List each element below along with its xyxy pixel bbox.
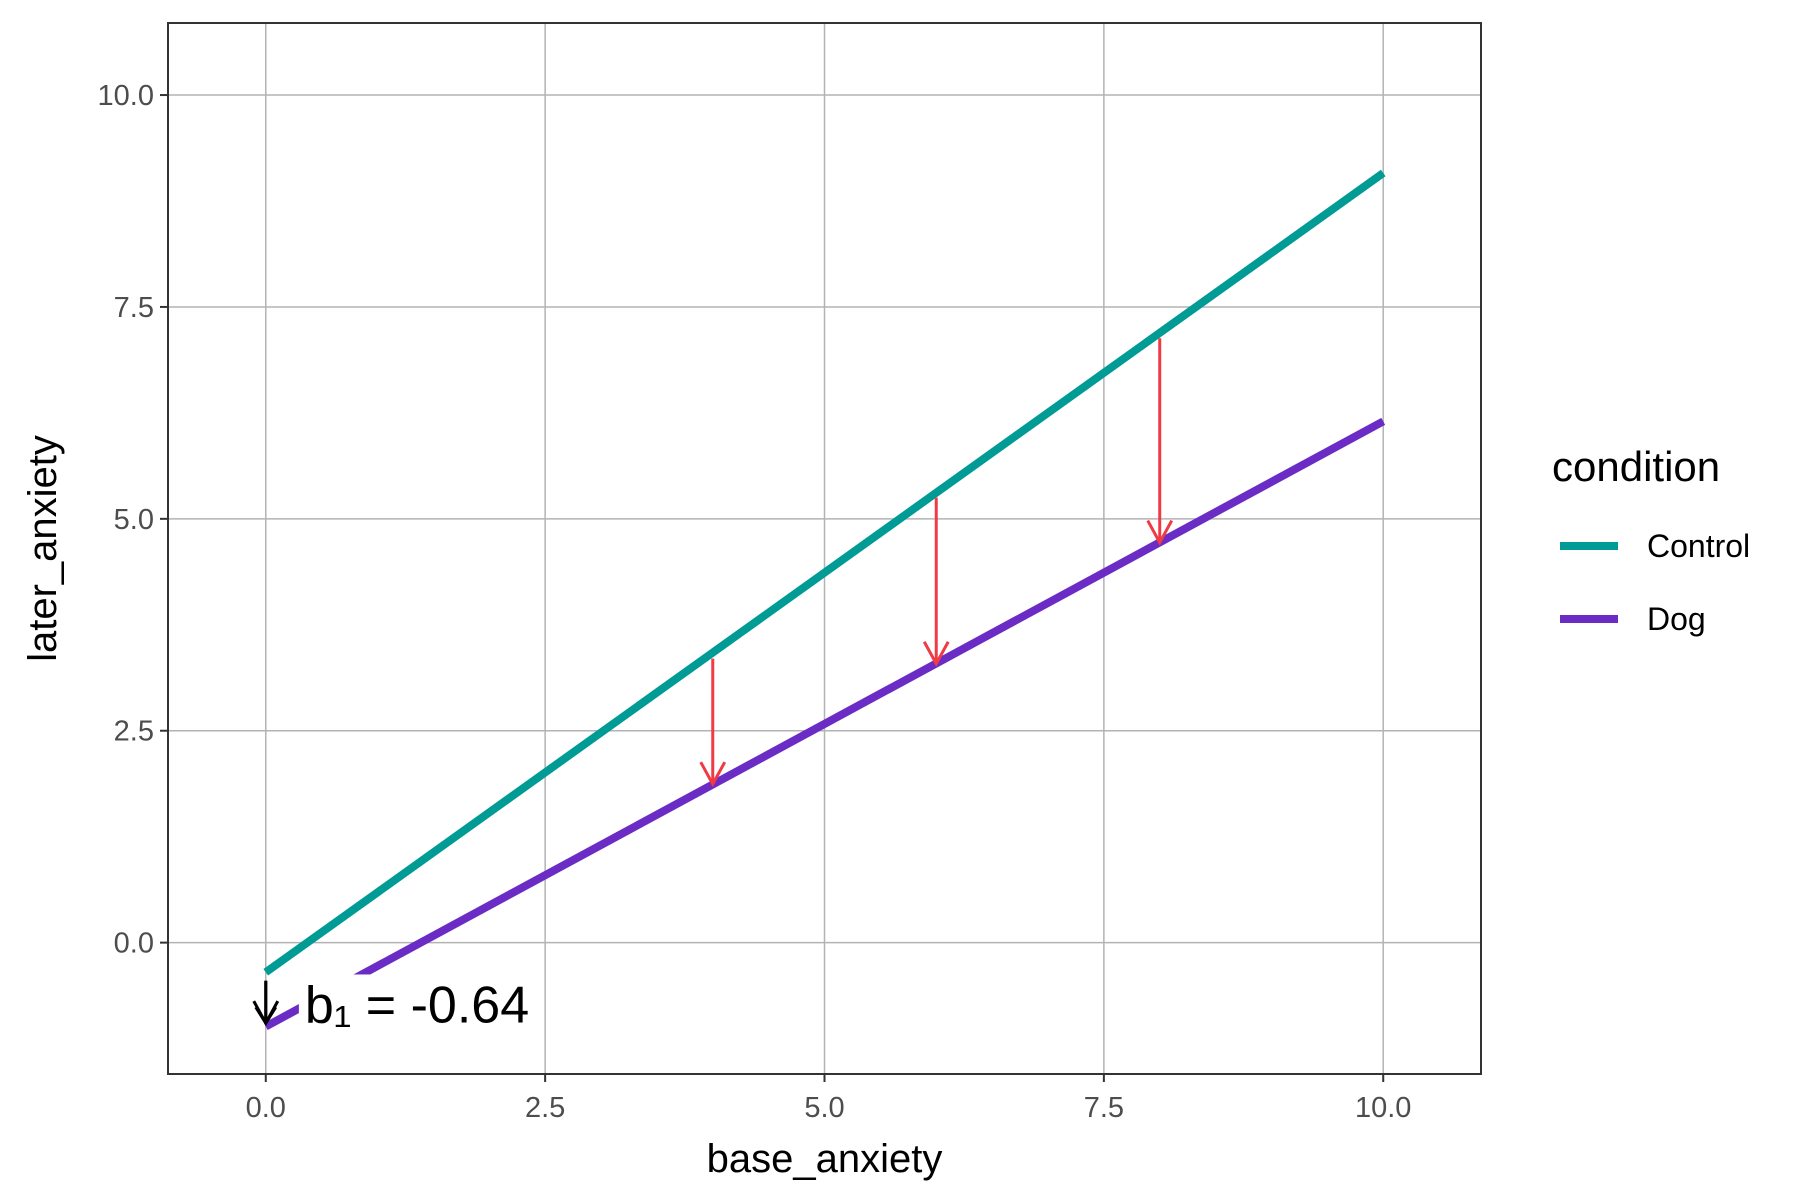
- y-axis-ticks: 0.0 2.5 5.0 7.5 10.0: [98, 80, 168, 960]
- difference-arrow: [1146, 338, 1174, 546]
- x-tick-label: 2.5: [525, 1092, 565, 1124]
- y-tick-label: 2.5: [114, 716, 154, 748]
- annotation-background: [298, 974, 536, 1037]
- difference-arrow: [922, 497, 950, 667]
- legend-title: condition: [1552, 443, 1720, 490]
- series-line-dog: [263, 417, 1386, 1031]
- x-axis-ticks: 0.0 2.5 5.0 7.5 10.0: [246, 1074, 1411, 1124]
- x-axis-title: base_anxiety: [707, 1137, 943, 1181]
- annotation-text: b₁ = -0.64: [305, 976, 529, 1034]
- y-tick-label: 0.0: [114, 928, 154, 960]
- series-line-control: [263, 169, 1386, 976]
- difference-arrows: [252, 338, 1174, 1027]
- arrow-head: [699, 761, 727, 788]
- x-tick-label: 0.0: [246, 1092, 286, 1124]
- arrow-head: [1146, 519, 1174, 546]
- intercept-arrow-head: [254, 1006, 278, 1026]
- grid: [168, 23, 1481, 1074]
- legend: condition Control Dog: [1552, 443, 1750, 637]
- legend-label-dog: Dog: [1647, 601, 1706, 637]
- y-tick-label: 10.0: [98, 80, 154, 112]
- y-tick-label: 7.5: [114, 292, 154, 324]
- y-axis-title: later_anxiety: [21, 435, 65, 662]
- y-tick-label: 5.0: [114, 504, 154, 536]
- x-tick-label: 7.5: [1084, 1092, 1124, 1124]
- annotations: b₁ = -0.64: [254, 974, 536, 1037]
- x-tick-label: 5.0: [804, 1092, 844, 1124]
- difference-arrow: [699, 658, 727, 788]
- arrow-head: [922, 641, 950, 667]
- series-lines: [263, 169, 1386, 1031]
- legend-label-control: Control: [1647, 528, 1750, 564]
- x-tick-label: 10.0: [1355, 1092, 1411, 1124]
